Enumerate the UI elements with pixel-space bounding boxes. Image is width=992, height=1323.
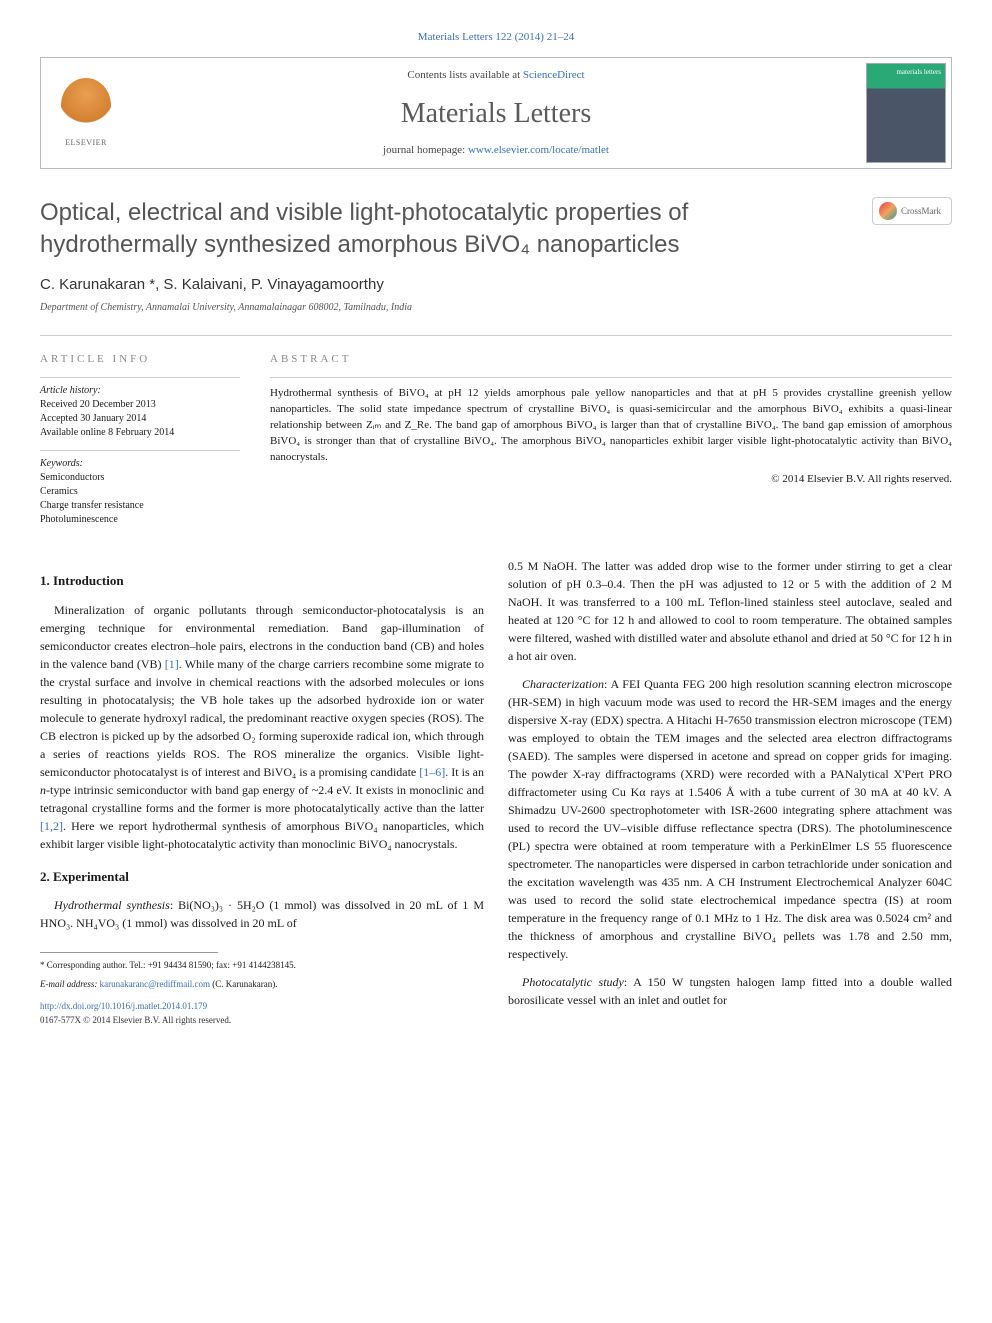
ref-link[interactable]: [1] — [165, 657, 179, 671]
publisher-name: ELSEVIER — [65, 137, 107, 148]
crossmark-badge[interactable]: CrossMark — [872, 197, 952, 225]
footnote-divider — [40, 952, 218, 953]
citation-header: Materials Letters 122 (2014) 21–24 — [40, 30, 952, 45]
synthesis-paragraph: Hydrothermal synthesis: Bi(NO₃)₃ · 5H₂O … — [40, 896, 484, 932]
elsevier-logo: ELSEVIER — [51, 73, 121, 153]
title-row: Optical, electrical and visible light-ph… — [40, 197, 952, 259]
text-span: . It is an — [445, 765, 484, 779]
online-date: Available online 8 February 2014 — [40, 426, 240, 440]
homepage-prefix: journal homepage: — [383, 144, 468, 156]
masthead-center: Contents lists available at ScienceDirec… — [131, 58, 861, 168]
crossmark-icon — [879, 202, 897, 220]
keyword: Charge transfer resistance — [40, 499, 240, 513]
text-span: . Here we report hydrothermal synthesis … — [40, 819, 484, 851]
crossmark-label: CrossMark — [901, 205, 941, 218]
publisher-logo-box: ELSEVIER — [41, 58, 131, 168]
journal-cover-box: materials letters — [861, 58, 951, 168]
issn-line: 0167-577X © 2014 Elsevier B.V. All right… — [40, 1014, 484, 1028]
authors-line: C. Karunakaran *, S. Kalaivani, P. Vinay… — [40, 274, 952, 295]
sciencedirect-link[interactable]: ScienceDirect — [523, 69, 585, 81]
article-info-heading: ARTICLE INFO — [40, 352, 240, 367]
right-column: 0.5 M NaOH. The latter was added drop wi… — [508, 557, 952, 1027]
keyword: Ceramics — [40, 485, 240, 499]
email-name: (C. Karunakaran). — [210, 979, 277, 989]
article-title: Optical, electrical and visible light-ph… — [40, 197, 852, 259]
synthesis-paragraph-cont: 0.5 M NaOH. The latter was added drop wi… — [508, 557, 952, 665]
ref-link[interactable]: [1–6] — [419, 765, 445, 779]
abstract-heading: ABSTRACT — [270, 352, 952, 367]
body-columns: 1. Introduction Mineralization of organi… — [40, 557, 952, 1027]
para-label: Characterization — [522, 677, 604, 691]
photocatalytic-paragraph: Photocatalytic study: A 150 W tungsten h… — [508, 973, 952, 1009]
ref-link[interactable]: [1,2] — [40, 819, 63, 833]
text-span: . While many of the charge carriers reco… — [40, 657, 484, 779]
keywords-block: Keywords: Semiconductors Ceramics Charge… — [40, 450, 240, 527]
para-label: Photocatalytic study — [522, 975, 624, 989]
journal-name: Materials Letters — [131, 94, 861, 133]
cover-title: materials letters — [896, 68, 941, 78]
text-span: : A FEI Quanta FEG 200 high resolution s… — [508, 677, 952, 961]
characterization-paragraph: Characterization: A FEI Quanta FEG 200 h… — [508, 675, 952, 963]
keyword: Semiconductors — [40, 471, 240, 485]
intro-heading: 1. Introduction — [40, 571, 484, 591]
journal-masthead: ELSEVIER Contents lists available at Sci… — [40, 57, 952, 169]
text-span: -type intrinsic semiconductor with band … — [40, 783, 484, 815]
history-label: Article history: — [40, 384, 240, 398]
homepage-link[interactable]: www.elsevier.com/locate/matlet — [468, 144, 609, 156]
journal-cover: materials letters — [866, 63, 946, 163]
keyword: Photoluminescence — [40, 513, 240, 527]
intro-paragraph: Mineralization of organic pollutants thr… — [40, 601, 484, 853]
history-block: Article history: Received 20 December 20… — [40, 377, 240, 440]
affiliation: Department of Chemistry, Annamalai Unive… — [40, 301, 952, 315]
info-abstract-row: ARTICLE INFO Article history: Received 2… — [40, 335, 952, 527]
para-label: Hydrothermal synthesis — [54, 898, 170, 912]
email-note: E-mail address: karunakaranc@rediffmail.… — [40, 978, 484, 991]
homepage-line: journal homepage: www.elsevier.com/locat… — [131, 143, 861, 158]
keywords-label: Keywords: — [40, 457, 240, 471]
email-link[interactable]: karunakaranc@rediffmail.com — [100, 979, 210, 989]
corresponding-author-note: * Corresponding author. Tel.: +91 94434 … — [40, 959, 484, 972]
accepted-date: Accepted 30 January 2014 — [40, 412, 240, 426]
email-label: E-mail address: — [40, 979, 100, 989]
abstract-text: Hydrothermal synthesis of BiVO₄ at pH 12… — [270, 377, 952, 466]
left-column: 1. Introduction Mineralization of organi… — [40, 557, 484, 1027]
doi-link[interactable]: http://dx.doi.org/10.1016/j.matlet.2014.… — [40, 1000, 484, 1014]
contents-line: Contents lists available at ScienceDirec… — [131, 68, 861, 83]
elsevier-tree-icon — [61, 78, 111, 133]
experimental-heading: 2. Experimental — [40, 867, 484, 887]
article-info: ARTICLE INFO Article history: Received 2… — [40, 352, 240, 527]
abstract-block: ABSTRACT Hydrothermal synthesis of BiVO₄… — [270, 352, 952, 527]
contents-prefix: Contents lists available at — [407, 69, 522, 81]
received-date: Received 20 December 2013 — [40, 398, 240, 412]
abstract-copyright: © 2014 Elsevier B.V. All rights reserved… — [270, 472, 952, 487]
